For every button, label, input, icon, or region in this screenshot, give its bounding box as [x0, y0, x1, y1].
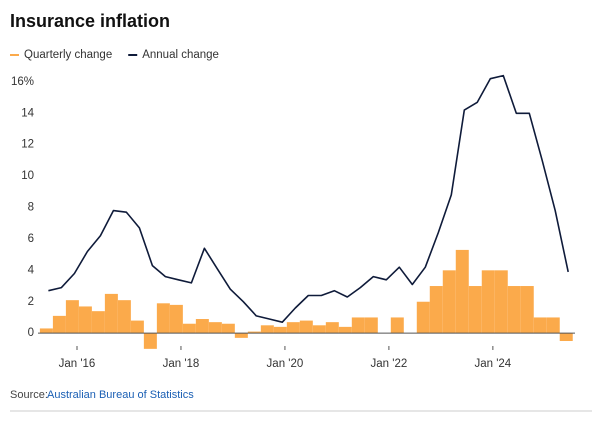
x-tick-label: Jan '18	[163, 358, 200, 370]
bar	[143, 333, 157, 349]
bar	[312, 325, 326, 334]
y-tick-label: 14	[21, 107, 34, 119]
bar	[507, 286, 521, 334]
bar	[299, 320, 313, 334]
bar	[78, 306, 92, 334]
y-tick-label: 6	[28, 233, 34, 245]
y-tick-label: 12	[21, 139, 34, 151]
legend-label: Annual change	[142, 49, 219, 61]
bar	[481, 270, 495, 334]
bar	[559, 333, 573, 342]
bar	[182, 323, 196, 334]
bar	[273, 326, 287, 334]
bar	[494, 270, 508, 334]
y-tick-label: 8	[28, 202, 34, 214]
x-tick-label: Jan '16	[59, 358, 96, 370]
bar	[247, 331, 261, 334]
y-tick-label: 0	[28, 327, 34, 339]
bar	[208, 322, 222, 334]
bar	[130, 320, 144, 334]
y-tick-label: 4	[28, 264, 35, 276]
bar	[533, 317, 547, 334]
bar	[117, 300, 131, 334]
bar	[52, 315, 66, 334]
bar	[325, 322, 339, 334]
x-tick-label: Jan '22	[371, 358, 408, 370]
bar	[39, 328, 53, 334]
bar	[364, 317, 378, 334]
bar	[195, 319, 209, 334]
y-tick-label: 10	[21, 170, 34, 182]
y-tick-label: 16%	[11, 76, 34, 88]
bar	[520, 286, 534, 334]
bar	[390, 317, 404, 334]
bar	[169, 304, 183, 334]
bar	[104, 293, 118, 334]
source-link[interactable]: Australian Bureau of Statistics	[47, 389, 194, 401]
bar	[338, 326, 352, 334]
bar	[455, 249, 469, 334]
x-tick-label: Jan '24	[474, 358, 511, 370]
bar	[546, 317, 560, 334]
bar	[65, 300, 79, 334]
chart-title: Insurance inflation	[10, 11, 170, 31]
y-tick-label: 2	[28, 296, 34, 308]
bar	[221, 323, 235, 334]
bar	[442, 270, 456, 334]
bar	[468, 286, 482, 334]
x-tick-label: Jan '20	[267, 358, 304, 370]
source-label: Source:	[10, 389, 48, 401]
legend-label: Quarterly change	[24, 49, 112, 61]
bar	[91, 311, 105, 334]
bar	[156, 303, 170, 334]
bar	[429, 286, 443, 334]
bar	[416, 301, 430, 334]
bar	[351, 317, 365, 334]
bar	[234, 333, 248, 338]
line	[48, 74, 569, 323]
bar	[286, 322, 300, 334]
bar	[260, 325, 274, 334]
